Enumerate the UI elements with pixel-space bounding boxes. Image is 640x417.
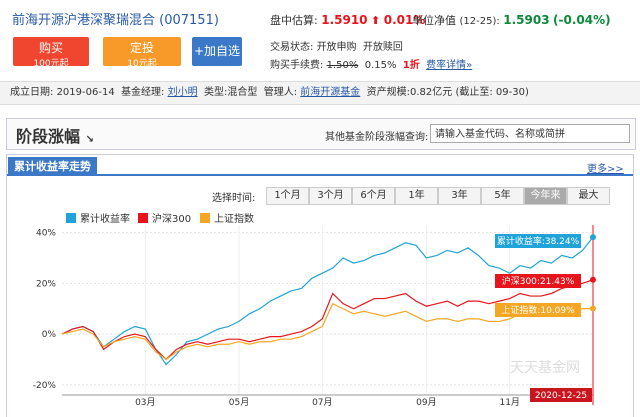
info-value: 混合型 xyxy=(227,87,258,98)
fund-title: 前海开源沪港深聚瑞混合 (007151) xyxy=(12,9,219,28)
buy-button[interactable]: 购买 100元起 xyxy=(13,37,89,69)
discount: 1折 xyxy=(402,60,420,71)
range-button[interactable]: 最大 xyxy=(567,187,610,205)
estimate-change: 0.01% xyxy=(383,13,426,27)
info-label: 基金经理: xyxy=(121,87,165,98)
status: 开放申购 xyxy=(316,42,357,53)
label: 单位净值 xyxy=(412,14,456,27)
nav-date: (12-25): xyxy=(459,16,500,27)
fund-code: (007151) xyxy=(159,13,219,28)
estimate-value: 1.5910 xyxy=(321,13,368,27)
more-link[interactable]: 更多>> xyxy=(587,164,624,175)
discounted-fee: 0.15% xyxy=(364,60,397,71)
chart-panel xyxy=(6,154,634,417)
info-label: 管理人: xyxy=(263,87,298,98)
button-sub: 10元起 xyxy=(127,59,157,69)
button-sub: 100元起 xyxy=(33,59,69,69)
button-label: +加自选 xyxy=(193,44,241,58)
range-button[interactable]: 今年来 xyxy=(524,187,567,205)
section-title: 阶段涨幅 ↘ xyxy=(16,123,94,147)
estimate: 盘中估算: 1.5910 ⬆ 0.01% xyxy=(270,12,425,28)
label: 交易状态: xyxy=(270,42,314,53)
chart-tab[interactable]: 累计收益率走势 xyxy=(8,157,97,176)
tab-bar xyxy=(7,155,633,176)
watchlist-button[interactable]: +加自选 xyxy=(192,37,242,66)
range-button[interactable]: 1年 xyxy=(395,187,438,205)
icon: ↘ xyxy=(85,134,94,145)
placeholder: 请输入基金代码、名称或简拼 xyxy=(435,129,565,140)
button-label: 购买 xyxy=(38,41,63,55)
nav-value: 1.5903 xyxy=(503,13,550,27)
trade-status: 交易状态: 开放申购 开放赎回 xyxy=(270,38,403,53)
range-button[interactable]: 5年 xyxy=(481,187,524,205)
status: 开放赎回 xyxy=(362,42,403,53)
info-value: 2019-06-14 xyxy=(56,87,115,98)
info-value[interactable]: 前海开源基金 xyxy=(300,87,361,98)
info-value[interactable]: 刘小明 xyxy=(167,87,198,98)
fund-name: 前海开源沪港深聚瑞混合 xyxy=(12,13,156,28)
info-label: 资产规模: xyxy=(366,87,410,98)
up-arrow: ⬆ xyxy=(371,14,381,27)
range-button[interactable]: 3个月 xyxy=(309,187,352,205)
range-button[interactable]: 6个月 xyxy=(352,187,395,205)
info-label: 成立日期: xyxy=(10,87,54,98)
range-label: 选择时间: xyxy=(212,193,256,204)
info-bar: 成立日期: 2019-06-14 基金经理: 刘小明 类型:混合型 管理人: 前… xyxy=(0,81,640,105)
info-label: 类型: xyxy=(203,87,228,98)
invest-button[interactable]: 定投 10元起 xyxy=(103,37,181,69)
nav-change: (-0.04%) xyxy=(553,13,611,27)
label: 购买手续费: xyxy=(270,60,324,71)
range-button[interactable]: 1个月 xyxy=(266,187,309,205)
original-fee: 1.50% xyxy=(326,60,359,71)
fee-link[interactable]: 费率详情» xyxy=(426,60,473,71)
button-label: 定投 xyxy=(129,41,154,55)
title-text: 阶段涨幅 xyxy=(16,127,81,146)
label: 盘中估算: xyxy=(270,14,318,27)
search-input[interactable]: 请输入基金代码、名称或简拼 xyxy=(430,124,630,143)
info-value: 0.82亿元 (截止至: 09-30) xyxy=(410,87,529,98)
search-label: 其他基金阶段涨幅查询: xyxy=(325,132,429,143)
nav: 单位净值 (12-25): 1.5903 (-0.04%) xyxy=(412,12,611,28)
fee: 购买手续费: 1.50% 0.15% 1折 费率详情» xyxy=(270,56,472,71)
range-button[interactable]: 3年 xyxy=(438,187,481,205)
